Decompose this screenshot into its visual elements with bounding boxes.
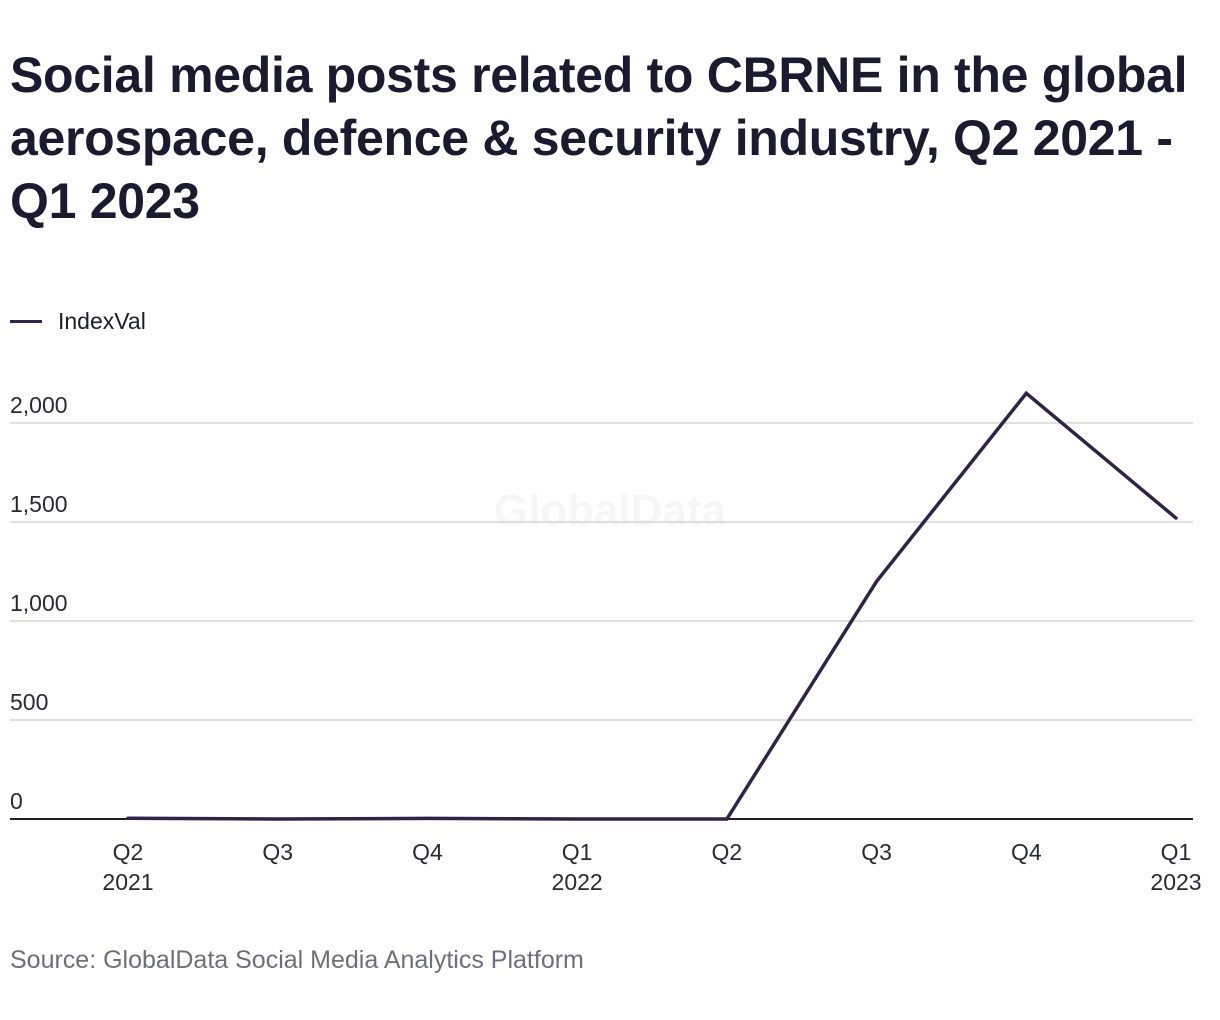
x-tick-label: Q1 (1161, 839, 1192, 865)
data-point (276, 817, 280, 821)
y-tick-label: 1,500 (10, 491, 68, 517)
chart-title: Social media posts related to CBRNE in t… (10, 47, 1188, 229)
data-point (126, 816, 130, 820)
data-point (425, 816, 429, 820)
y-axis-ticks: 0 500 1,000 1,500 2,000 (10, 392, 68, 814)
x-tick-label: Q4 (1011, 839, 1042, 865)
watermark: GlobalData (494, 486, 727, 535)
source-note: Source: GlobalData Social Media Analytic… (10, 946, 584, 974)
legend-label: IndexVal (58, 307, 146, 334)
y-tick-label: 0 (10, 788, 23, 814)
x-tick-label: Q2 (113, 839, 144, 865)
series-layer (126, 390, 1178, 821)
data-point (1174, 516, 1178, 520)
y-tick-label: 500 (10, 689, 48, 715)
x-tick-label: Q2 (712, 839, 743, 865)
series-line (126, 390, 1178, 821)
x-tick-year-label: 2023 (1150, 869, 1201, 895)
x-tick-label: Q1 (562, 839, 593, 865)
chart-legend: IndexVal (10, 305, 146, 337)
x-axis-ticks: Q2 2021 Q3 Q4 Q1 2022 Q2 Q3 Q4 Q1 2023 (102, 839, 1201, 895)
gridlines (10, 422, 1193, 820)
data-point (1024, 391, 1028, 395)
x-tick-year-label: 2022 (552, 869, 603, 895)
legend-swatch (10, 319, 42, 323)
data-point (575, 817, 579, 821)
data-point (725, 817, 729, 821)
data-point (875, 579, 879, 583)
x-tick-year-label: 2021 (102, 869, 153, 895)
y-tick-label: 2,000 (10, 392, 68, 418)
y-tick-label: 1,000 (10, 590, 68, 616)
x-tick-label: Q3 (262, 839, 293, 865)
x-tick-label: Q4 (412, 839, 443, 865)
x-tick-label: Q3 (861, 839, 892, 865)
